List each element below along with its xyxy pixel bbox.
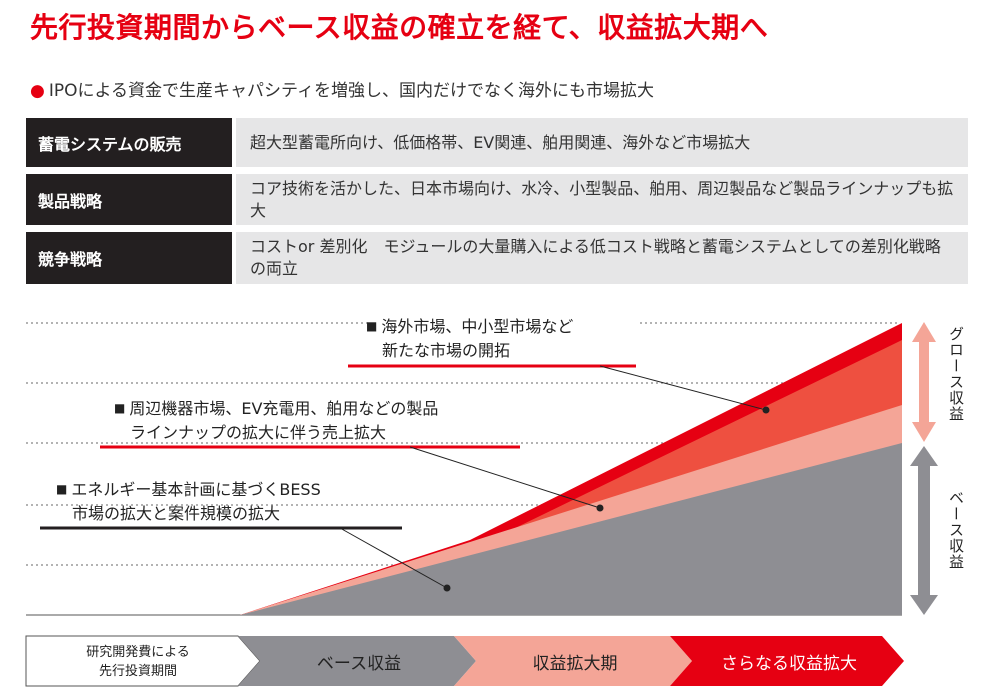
- leader-line-1: [599, 365, 767, 411]
- leader-dot-1: [762, 406, 770, 414]
- row-content: 超大型蓄電所向け、低価格帯、EV関連、舶用関連、海外など市場拡大: [236, 118, 968, 167]
- annotation-overseas: ■ 海外市場、中小型市場など 新たな市場の開拓: [366, 314, 573, 363]
- leader-dot-3: [443, 584, 451, 592]
- growth-diagram: [25, 322, 938, 687]
- page-title: 先行投資期間からベース収益の確立を経て、収益拡大期へ: [30, 11, 769, 44]
- square-bullet-icon: ■: [114, 401, 126, 415]
- phase-label-line: 先行投資期間: [98, 664, 177, 679]
- phase-label-expansion: 収益拡大期: [532, 654, 618, 674]
- annotation-line: ラインナップの拡大に伴う売上拡大: [130, 423, 387, 442]
- row-label: 蓄電システムの販売: [26, 118, 232, 167]
- row-label: 競争戦略: [26, 232, 232, 284]
- square-bullet-icon: ■: [366, 319, 378, 333]
- annotation-line: 海外市場、中小型市場など: [381, 317, 574, 336]
- phase-shape-base: [238, 636, 476, 686]
- strategy-row-product: 製品戦略 コア技術を活かした、日本市場向け、水冷、小型製品、舶用、周辺製品など製…: [26, 174, 968, 225]
- phase-shape-further: [670, 636, 904, 686]
- phase-bar: [25, 635, 904, 687]
- row-content: コストor 差別化 モジュールの大量購入による低コスト戦略と蓄電システムとしての…: [236, 232, 968, 284]
- phase-label-investment: 研究開発費による 先行投資期間: [40, 640, 236, 684]
- annotation-line: 周辺機器市場、EV充電用、舶用などの製品: [129, 399, 439, 418]
- phase-shape-expansion: [454, 636, 692, 686]
- annotation-line: 新たな市場の開拓: [382, 341, 511, 360]
- square-bullet-icon: ■: [56, 482, 68, 496]
- phase-label-line: 研究開発費による: [86, 645, 190, 660]
- growth-revenue-label: グロース収益: [947, 326, 965, 422]
- bullet-summary: ● IPOによる資金で生産キャパシティを増強し、国内だけでなく海外にも市場拡大: [30, 76, 654, 101]
- row-content: コア技術を活かした、日本市場向け、水冷、小型製品、舶用、周辺製品など製品ラインナ…: [236, 174, 968, 225]
- annotation-products: ■ 周辺機器市場、EV充電用、舶用などの製品 ラインナップの拡大に伴う売上拡大: [114, 396, 438, 445]
- guide-lines: [26, 322, 900, 566]
- strategy-row-sales: 蓄電システムの販売 超大型蓄電所向け、低価格帯、EV関連、舶用関連、海外など市場…: [26, 118, 968, 167]
- leader-line-2: [409, 446, 601, 509]
- growth-arrow-icon: [912, 322, 936, 442]
- strategy-row-competition: 競争戦略 コストor 差別化 モジュールの大量購入による低コスト戦略と蓄電システ…: [26, 232, 968, 284]
- bullet-dot-icon: ●: [30, 81, 45, 101]
- leader-dot-2: [596, 504, 604, 512]
- annotation-line: エネルギー基本計画に基づくBESS: [71, 480, 321, 499]
- annotation-bess: ■ エネルギー基本計画に基づくBESS 市場の拡大と案件規模の拡大: [56, 477, 321, 526]
- row-label: 製品戦略: [26, 174, 232, 225]
- bullet-text: IPOによる資金で生産キャパシティを増強し、国内だけでなく海外にも市場拡大: [48, 81, 654, 101]
- leader-line-3: [339, 527, 448, 589]
- base-arrow-icon: [910, 446, 938, 615]
- base-area: [240, 443, 902, 615]
- phase-label-base: ベース収益: [316, 654, 402, 674]
- annotation-line: 市場の拡大と案件規模の拡大: [72, 504, 281, 523]
- base-revenue-label: ベース収益: [947, 490, 965, 570]
- phase-label-further: さらなる収益拡大: [721, 654, 857, 674]
